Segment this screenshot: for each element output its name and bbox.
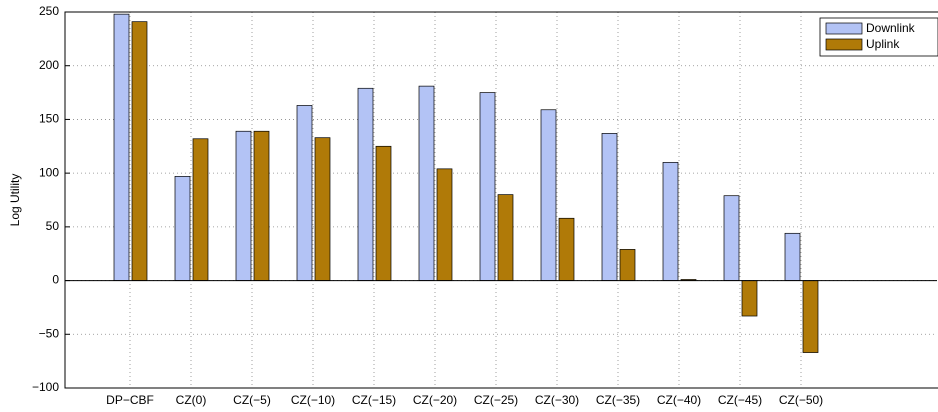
bar xyxy=(601,133,618,281)
legend-label: Downlink xyxy=(866,21,916,35)
bar xyxy=(540,109,557,281)
legend-swatch xyxy=(825,22,863,35)
bar xyxy=(357,87,374,281)
bar xyxy=(253,130,270,281)
bar xyxy=(619,249,636,281)
x-tick-label: CZ(0) xyxy=(176,393,207,407)
x-tick-label: CZ(−25) xyxy=(474,393,518,407)
x-tick-label: CZ(−30) xyxy=(535,393,579,407)
x-tick-label: DP−CBF xyxy=(106,393,154,407)
x-tick-label: CZ(−45) xyxy=(718,393,762,407)
y-tick-label: 100 xyxy=(39,165,59,179)
bar xyxy=(784,232,801,281)
bar xyxy=(174,176,191,281)
plot-frame xyxy=(64,11,938,389)
legend-swatch xyxy=(825,38,863,51)
bar xyxy=(131,21,148,281)
bar xyxy=(662,162,679,281)
y-tick-label: −100 xyxy=(32,380,59,394)
bar xyxy=(314,137,331,281)
x-tick-label: CZ(−20) xyxy=(413,393,457,407)
bar xyxy=(375,145,392,281)
x-tick-label: CZ(−10) xyxy=(291,393,335,407)
bar xyxy=(418,85,435,281)
y-tick-label: 150 xyxy=(39,112,59,126)
bar xyxy=(723,195,740,281)
legend-box xyxy=(819,17,938,57)
bar xyxy=(113,13,130,281)
x-tick-label: CZ(−35) xyxy=(596,393,640,407)
x-tick-label: CZ(−40) xyxy=(657,393,701,407)
bar xyxy=(296,105,313,281)
x-tick-label: CZ(−5) xyxy=(233,393,271,407)
y-tick-label: 200 xyxy=(39,58,59,72)
y-axis-label: Log Utility xyxy=(8,174,22,227)
bar xyxy=(235,130,252,281)
bar xyxy=(802,280,819,353)
y-tick-label: 250 xyxy=(39,4,59,18)
bar xyxy=(192,138,209,281)
legend-label: Uplink xyxy=(866,37,900,51)
x-tick-label: CZ(−15) xyxy=(352,393,396,407)
bar xyxy=(497,194,514,281)
y-tick-label: 0 xyxy=(52,273,59,287)
y-tick-label: 50 xyxy=(46,219,60,233)
bar xyxy=(479,92,496,281)
bar xyxy=(436,168,453,281)
bar xyxy=(558,217,575,281)
x-tick-label: CZ(−50) xyxy=(779,393,823,407)
bar xyxy=(741,280,758,317)
y-tick-label: −50 xyxy=(39,326,60,340)
